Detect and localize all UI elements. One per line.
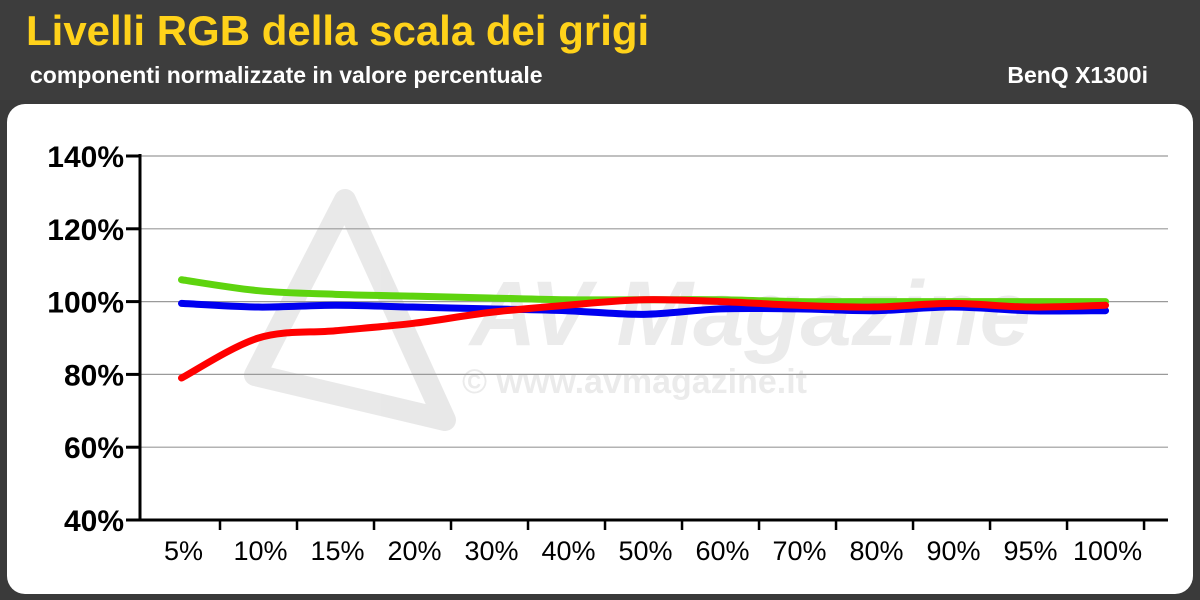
x-tick-label: 15% [310, 536, 364, 566]
watermark-logo-text: AV Magazine [468, 263, 1031, 365]
data-point [180, 302, 183, 305]
x-tick-label: 80% [850, 536, 904, 566]
data-point [565, 304, 568, 307]
series-lines [178, 276, 1110, 382]
data-point [411, 295, 414, 298]
data-point [565, 309, 568, 312]
x-tick-label: 95% [1004, 536, 1058, 566]
watermark-url: © www.avmagazine.it [462, 363, 807, 401]
y-tick-label: 80% [64, 359, 124, 392]
x-tick-label: 90% [927, 536, 981, 566]
data-point [180, 278, 183, 281]
data-point [488, 311, 491, 314]
x-tick-label: 100% [1073, 536, 1142, 566]
data-point [873, 300, 876, 303]
data-point [334, 293, 337, 296]
data-point [719, 307, 722, 310]
x-tick-label: 60% [696, 536, 750, 566]
data-point [180, 377, 183, 380]
series-line-2 [178, 296, 1110, 382]
y-tick-label: 140% [47, 141, 124, 174]
x-tick-label: 20% [387, 536, 441, 566]
x-axis-ticks: 5% 10% 15% 20% 30% 40% 50% 60% 70% 80% 90% 95% 100% [164, 536, 1142, 566]
data-point [796, 304, 799, 307]
data-point [873, 306, 876, 309]
chart-subtitle: componenti normalizzate in valore percen… [30, 62, 543, 88]
data-point [719, 300, 722, 303]
data-point [1104, 304, 1107, 307]
data-point [411, 306, 414, 309]
chart-panel [7, 104, 1193, 594]
y-tick-label: 60% [64, 432, 124, 465]
data-point [642, 298, 645, 301]
x-tick-label: 30% [464, 536, 518, 566]
y-axis-ticks: 40% 60% 80% 100% 120% 140% [47, 141, 124, 538]
data-point [642, 313, 645, 316]
chart-title: Livelli RGB della scala dei grigi [26, 7, 650, 54]
data-point [1104, 309, 1107, 312]
data-point [1027, 300, 1030, 303]
chart-header: Livelli RGB della scala dei grigi compon… [0, 0, 1200, 100]
data-point [950, 302, 953, 305]
series-line-1 [178, 299, 1110, 318]
data-point [411, 322, 414, 325]
data-point [257, 337, 260, 340]
axes [126, 154, 1168, 530]
data-point [565, 298, 568, 301]
x-tick-label: 5% [164, 536, 203, 566]
x-tick-label: 50% [619, 536, 673, 566]
device-label: BenQ X1300i [1007, 62, 1148, 88]
data-point [1027, 306, 1030, 309]
x-tick-label: 10% [233, 536, 287, 566]
y-tick-label: 120% [47, 214, 124, 247]
y-tick-label: 40% [64, 505, 124, 538]
x-tick-label: 40% [541, 536, 595, 566]
x-tick-label: 70% [773, 536, 827, 566]
data-point [488, 296, 491, 299]
data-point [334, 304, 337, 307]
data-point [334, 329, 337, 332]
y-tick-label: 100% [47, 287, 124, 320]
data-point [257, 289, 260, 292]
data-point [257, 306, 260, 309]
